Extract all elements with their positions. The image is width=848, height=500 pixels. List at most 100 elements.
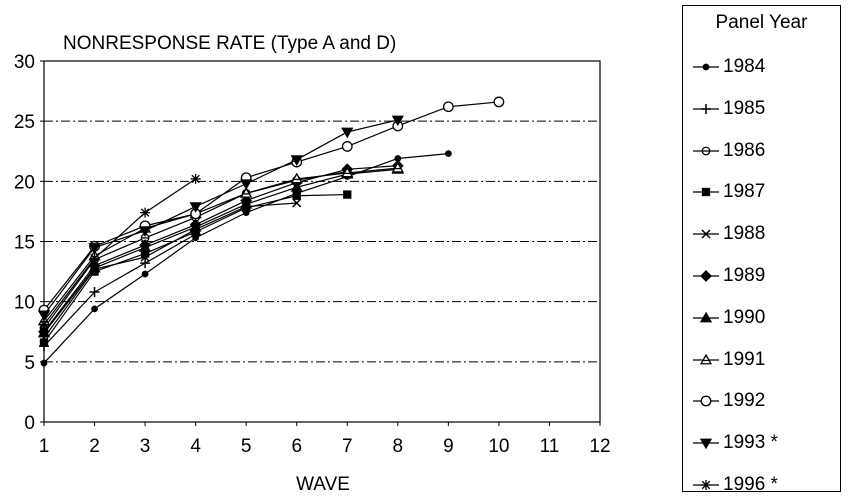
marker-triangle-down xyxy=(240,179,253,191)
data-point xyxy=(37,310,51,322)
legend-label: 1996 * xyxy=(723,474,778,495)
marker-triangle-down xyxy=(88,243,101,254)
marker-triangle-down xyxy=(290,155,303,166)
x-tick-label: 9 xyxy=(443,436,454,457)
marker-triangle-down xyxy=(189,202,202,213)
data-point xyxy=(39,338,49,347)
x-tick-label: 12 xyxy=(589,436,610,457)
marker-square xyxy=(292,191,301,200)
data-point xyxy=(89,287,100,298)
data-point xyxy=(240,187,253,198)
legend-label: 1984 xyxy=(723,56,766,77)
y-tick-label: 25 xyxy=(14,112,35,133)
marker-circle-open xyxy=(442,101,454,113)
marker-triangle xyxy=(138,241,152,252)
y-tick-label: 5 xyxy=(24,353,35,374)
marker-diamond xyxy=(700,270,712,282)
y-tick-label: 0 xyxy=(24,413,35,434)
data-point xyxy=(292,191,301,200)
x-tick-label: 6 xyxy=(291,436,302,457)
marker-star xyxy=(190,173,201,184)
data-point xyxy=(292,198,302,208)
series-lines xyxy=(37,96,505,367)
data-point xyxy=(189,202,202,213)
data-point xyxy=(88,243,101,254)
series-line xyxy=(43,202,297,339)
marker-dot xyxy=(141,270,149,278)
chart-title: NONRESPONSE RATE (Type A and D) xyxy=(63,33,396,54)
legend-swatch xyxy=(693,353,719,364)
marker-plus xyxy=(140,258,151,269)
marker-x xyxy=(701,229,711,239)
series-line xyxy=(43,119,398,316)
marker-square xyxy=(343,190,352,199)
marker-dot xyxy=(40,359,48,367)
marker-square xyxy=(701,188,711,197)
data-point xyxy=(341,141,353,152)
data-point xyxy=(138,241,152,252)
x-tick-label: 7 xyxy=(342,436,353,457)
legend-item: 1986 xyxy=(691,136,836,166)
x-tick-label: 1 xyxy=(39,436,50,457)
marker-star xyxy=(39,319,49,330)
legend-item: 1992 xyxy=(691,386,836,416)
nonresponse-line-chart: NONRESPONSE RATE (Type A and D) 05101520… xyxy=(14,33,611,495)
data-point xyxy=(140,258,151,269)
marker-dot xyxy=(444,150,452,158)
data-point xyxy=(138,226,152,237)
marker-triangle xyxy=(189,220,202,232)
legend-label: 1990 xyxy=(723,306,766,328)
legend-label: 1993 * xyxy=(723,432,778,454)
legend-swatch xyxy=(693,311,719,323)
data-point xyxy=(341,127,354,139)
marker-triangle xyxy=(37,326,51,338)
legend-item: 1990 xyxy=(691,303,836,333)
legend-label: 1987 xyxy=(723,181,766,203)
legend-item: 1993 * xyxy=(691,428,836,458)
marker-x xyxy=(292,198,302,208)
data-point xyxy=(290,181,303,192)
legend-swatch xyxy=(693,395,719,407)
legend-swatch xyxy=(693,229,719,239)
data-point xyxy=(391,161,404,173)
marker-x xyxy=(140,252,150,262)
marker-dot xyxy=(702,63,710,71)
marker-triangle-down xyxy=(391,115,404,127)
data-point xyxy=(190,173,201,184)
legend-swatch xyxy=(693,63,719,71)
series-line xyxy=(43,101,499,311)
legend-label: 1986 xyxy=(723,139,766,161)
legend-label: 1988 xyxy=(723,223,766,245)
series-1990 xyxy=(37,162,404,338)
x-tick-label: 11 xyxy=(540,436,560,457)
marker-triangle-down xyxy=(37,310,51,322)
marker-circle-open xyxy=(341,141,353,152)
legend-swatch xyxy=(693,188,719,197)
x-tick-label: 8 xyxy=(393,436,404,457)
marker-triangle-open xyxy=(240,187,253,198)
x-tick-label: 2 xyxy=(89,436,100,457)
marker-plus xyxy=(701,103,711,114)
series-1992 xyxy=(38,96,505,316)
marker-star xyxy=(140,207,151,218)
data-point xyxy=(240,179,253,191)
marker-triangle-open xyxy=(391,161,404,173)
y-tick-label: 15 xyxy=(14,233,35,254)
legend-item: 1988 xyxy=(691,219,836,249)
legend-item: 1985 xyxy=(691,94,836,124)
data-point xyxy=(341,166,354,178)
data-point xyxy=(40,359,48,367)
x-axis-title: WAVE xyxy=(296,474,350,495)
x-tick-label: 4 xyxy=(190,436,201,457)
marker-triangle xyxy=(290,181,303,192)
legend-label: 1992 xyxy=(723,390,766,412)
marker-triangle xyxy=(240,197,253,209)
marker-triangle-down xyxy=(699,438,713,450)
legend-label: 1985 xyxy=(723,97,766,119)
marker-star xyxy=(89,253,100,264)
legend: Panel Year 1984 1985 1986 1987 1988 1989 1990 1… xyxy=(682,5,841,495)
marker-triangle-open xyxy=(341,166,354,178)
series-line xyxy=(43,168,398,334)
legend-item: 1989 xyxy=(691,261,836,291)
data-point xyxy=(140,207,151,218)
